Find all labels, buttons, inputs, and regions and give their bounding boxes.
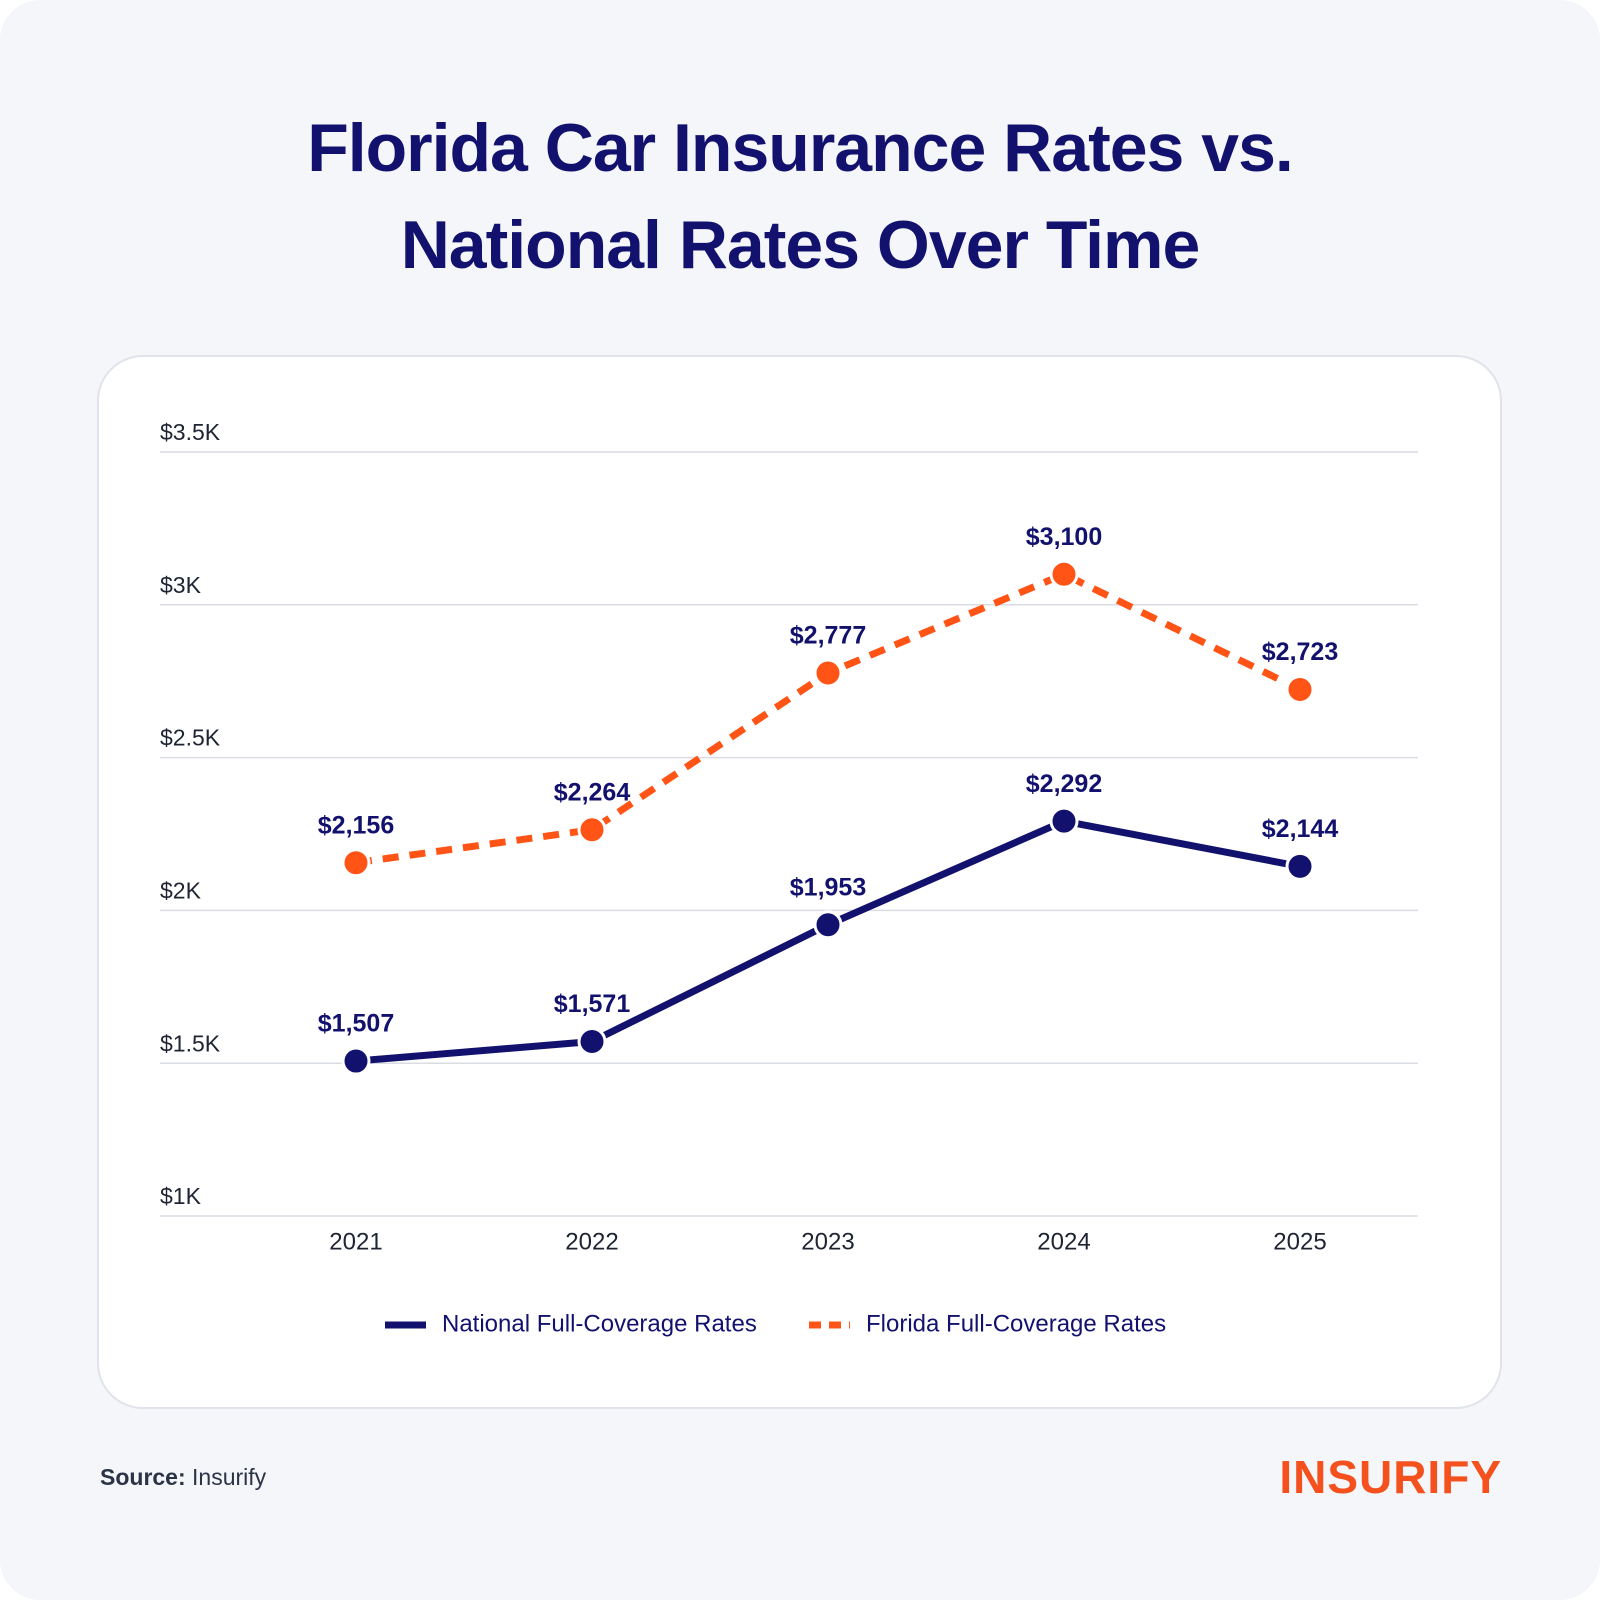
data-label: $3,100 (1026, 523, 1102, 551)
data-label: $2,264 (554, 778, 631, 806)
series-line (355, 570, 1302, 867)
x-tick-label: 2023 (801, 1228, 854, 1255)
y-tick-label: $3K (160, 572, 202, 598)
y-tick-label: $2K (160, 877, 202, 903)
data-point (341, 1046, 371, 1076)
y-tick-label: $1.5K (160, 1030, 221, 1056)
data-point (1285, 674, 1315, 704)
legend-label: Florida Full-Coverage Rates (866, 1310, 1166, 1337)
y-tick-label: $1K (160, 1183, 202, 1209)
data-point (1049, 806, 1079, 836)
legend-label: National Full-Coverage Rates (442, 1310, 757, 1337)
data-point (813, 910, 843, 940)
x-tick-label: 2024 (1037, 1228, 1090, 1255)
data-point (1049, 559, 1079, 589)
data-point (813, 658, 843, 688)
data-label: $2,144 (1262, 815, 1339, 843)
y-tick-label: $3.5K (160, 419, 221, 445)
source: Source: Insurify (100, 1464, 266, 1491)
series-line (355, 817, 1301, 1065)
data-point (1285, 851, 1315, 881)
data-label: $1,953 (790, 873, 866, 901)
data-label: $2,156 (318, 811, 394, 839)
brand-logo: INSURIFY (1279, 1451, 1502, 1503)
x-tick-label: 2025 (1273, 1228, 1326, 1255)
data-label: $2,292 (1026, 770, 1102, 798)
data-label: $2,777 (790, 622, 866, 650)
data-point (577, 1027, 607, 1057)
x-tick-label: 2021 (329, 1228, 382, 1255)
data-label: $2,723 (1262, 638, 1338, 666)
source-label: Source: (100, 1464, 186, 1490)
data-point (577, 815, 607, 845)
x-tick-label: 2022 (565, 1228, 618, 1255)
chart-title: Florida Car Insurance Rates vs. National… (307, 110, 1294, 283)
data-label: $1,571 (554, 990, 631, 1018)
chart-card (97, 355, 1502, 1409)
source-text: Insurify (192, 1464, 267, 1490)
data-point (341, 848, 371, 878)
data-label: $1,507 (318, 1010, 394, 1038)
y-tick-label: $2.5K (160, 725, 221, 751)
